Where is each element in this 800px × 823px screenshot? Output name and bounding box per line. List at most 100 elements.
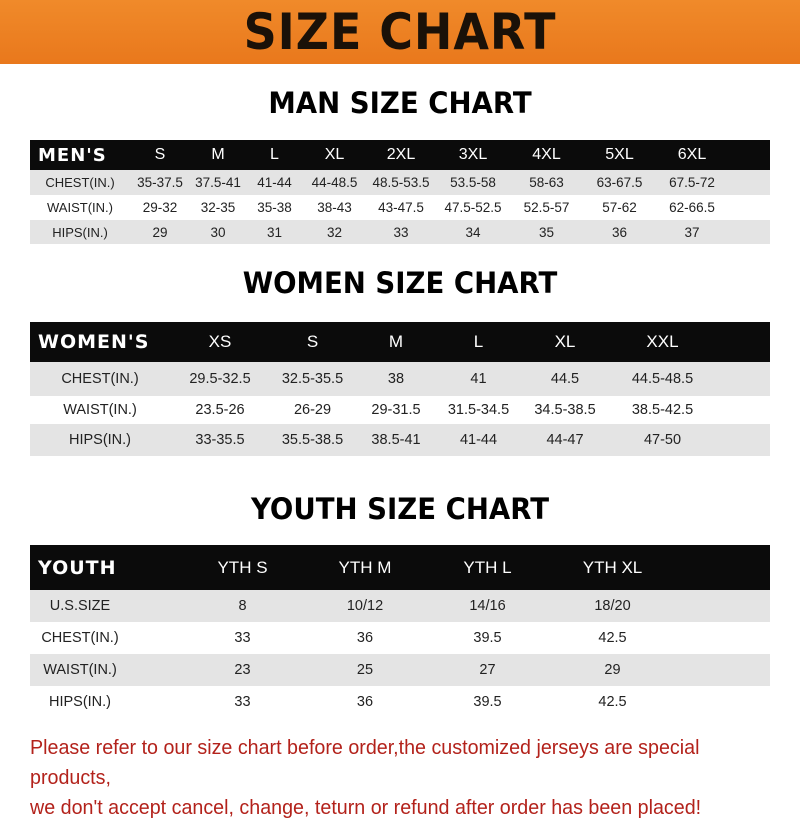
measurement-value: 58-63 — [529, 175, 564, 190]
size-header-cell: XS — [208, 332, 232, 351]
measurement-label: HIPS(IN.) — [68, 432, 132, 448]
measurement-label: WAIST(IN.) — [43, 662, 117, 678]
spacer-cell — [130, 622, 180, 654]
measurement-value: 41-44 — [459, 432, 498, 448]
measurement-value: 27 — [479, 662, 496, 678]
size-header-cell: YTH M — [338, 557, 392, 577]
table-header-row: WOMEN'S XS S M L XL XXL — [30, 322, 770, 362]
order-notice: Please refer to our size chart before or… — [30, 733, 760, 823]
measurement-value: 42.5 — [598, 630, 627, 646]
measurement-label: HIPS(IN.) — [48, 694, 112, 710]
size-header-cell: XL — [554, 332, 576, 351]
table-header-label: YOUTH — [38, 556, 117, 579]
measurement-value: 31.5-34.5 — [447, 402, 510, 418]
table-row: WAIST(IN.) 23.5-26 26-29 29-31.5 31.5-34.5 34… — [30, 396, 770, 424]
table-row: CHEST(IN.) 29.5-32.5 32.5-35.5 38 41 44.5 44.5… — [30, 362, 770, 396]
size-header-cell: XL — [324, 146, 345, 163]
measurement-value: 38.5-42.5 — [631, 402, 694, 418]
measurement-value: 30 — [210, 224, 226, 240]
empty-cell — [728, 140, 770, 170]
empty-cell — [675, 590, 770, 622]
table-row: WAIST(IN.) 29-32 32-35 35-38 38-43 43-47.5 47.… — [30, 195, 770, 220]
size-header-cell: M — [388, 332, 404, 351]
measurement-value: 10/12 — [346, 598, 384, 614]
measurement-value: 38.5-41 — [371, 432, 421, 448]
size-header-cell: 6XL — [677, 146, 707, 163]
measurement-value: 29 — [604, 662, 621, 678]
notice-line-2: we don't accept cancel, change, teturn o… — [30, 796, 702, 819]
measurement-value: 52.5-57 — [523, 200, 570, 215]
measurement-value: 34 — [465, 224, 481, 240]
measurement-value: 67.5-72 — [669, 175, 715, 190]
table-header-label: WOMEN'S — [38, 331, 150, 353]
size-header-cell: 2XL — [386, 146, 416, 163]
table-header-label: MEN'S — [38, 144, 107, 166]
measurement-value: 32 — [326, 224, 343, 240]
empty-cell — [675, 545, 770, 590]
measurement-value: 35-37.5 — [137, 175, 183, 190]
table-header-row: YOUTH YTH S YTH M YTH L YTH XL — [30, 545, 770, 590]
size-header-cell: 5XL — [605, 146, 634, 163]
measurement-value: 42.5 — [598, 694, 627, 710]
notice-line-1: Please refer to our size chart before or… — [30, 736, 700, 789]
measurement-value: 37.5-41 — [195, 175, 241, 190]
page-title: SIZE CHART — [243, 3, 557, 61]
men-size-table: MEN'S S M L XL 2XL 3XL 4XL 5XL 6XL CHEST(IN.) 35-37… — [30, 140, 770, 244]
table-row: HIPS(IN.) 29 30 31 32 33 34 35 36 37 — [30, 220, 770, 244]
measurement-value: 41 — [470, 371, 487, 387]
measurement-value: 44-47 — [546, 432, 584, 448]
measurement-value: 29 — [152, 224, 168, 240]
measurement-label: CHEST(IN.) — [61, 371, 139, 387]
size-header-cell: L — [270, 146, 279, 163]
women-size-table: WOMEN'S XS S M L XL XXL CHEST(IN.) 29.5-32.5 32.5… — [30, 322, 770, 456]
measurement-value: 35 — [538, 224, 555, 240]
youth-size-table: YOUTH YTH S YTH M YTH L YTH XL U.S.SIZE 8 10/12… — [30, 545, 770, 718]
measurement-value: 44-48.5 — [311, 175, 358, 190]
measurement-value: 36 — [611, 224, 628, 240]
measurement-value: 23.5-26 — [195, 402, 245, 418]
size-header-cell: S — [154, 146, 166, 163]
empty-cell — [728, 195, 770, 220]
measurement-value: 32-35 — [200, 200, 236, 215]
measurement-value: 43-47.5 — [378, 200, 424, 215]
measurement-value: 37 — [684, 224, 700, 240]
table-row: HIPS(IN.) 33 36 39.5 42.5 — [30, 686, 770, 718]
spacer-cell — [130, 686, 180, 718]
title-banner: SIZE CHART — [0, 0, 800, 64]
empty-cell — [728, 170, 770, 195]
youth-section-title: YOUTH SIZE CHART — [250, 492, 550, 526]
size-header-cell: YTH S — [217, 557, 268, 577]
measurement-value: 8 — [238, 598, 247, 614]
empty-cell — [715, 424, 770, 456]
measurement-value: 38-43 — [317, 200, 352, 215]
measurement-value: 39.5 — [473, 694, 502, 710]
measurement-value: 32.5-35.5 — [281, 371, 344, 387]
spacer-cell — [130, 590, 180, 622]
measurement-value: 14/16 — [469, 598, 506, 614]
empty-cell — [715, 362, 770, 396]
size-header-cell: 3XL — [458, 146, 488, 163]
spacer-cell — [130, 654, 180, 686]
empty-cell — [675, 622, 770, 654]
measurement-value: 47-50 — [643, 432, 682, 448]
measurement-value: 44.5-48.5 — [631, 371, 694, 387]
measurement-value: 57-62 — [602, 200, 637, 215]
measurement-value: 35.5-38.5 — [281, 432, 344, 448]
measurement-value: 31 — [266, 224, 283, 240]
size-header-cell: 4XL — [532, 146, 561, 163]
measurement-value: 38 — [387, 371, 405, 387]
measurement-label: CHEST(IN.) — [41, 630, 119, 646]
measurement-value: 47.5-52.5 — [444, 200, 502, 215]
size-header-cell: YTH XL — [582, 557, 643, 577]
measurement-value: 62-66.5 — [669, 200, 715, 215]
empty-cell — [675, 654, 770, 686]
size-header-cell: S — [306, 332, 319, 351]
measurement-value: 18/20 — [594, 598, 631, 614]
measurement-label: WAIST(IN.) — [47, 200, 113, 215]
measurement-value: 44.5 — [550, 371, 580, 387]
measurement-value: 33 — [393, 224, 409, 240]
measurement-value: 34.5-38.5 — [534, 402, 596, 418]
table-header-row: MEN'S S M L XL 2XL 3XL 4XL 5XL 6XL — [30, 140, 770, 170]
size-header-cell: XXL — [646, 332, 679, 351]
measurement-value: 25 — [356, 662, 374, 678]
